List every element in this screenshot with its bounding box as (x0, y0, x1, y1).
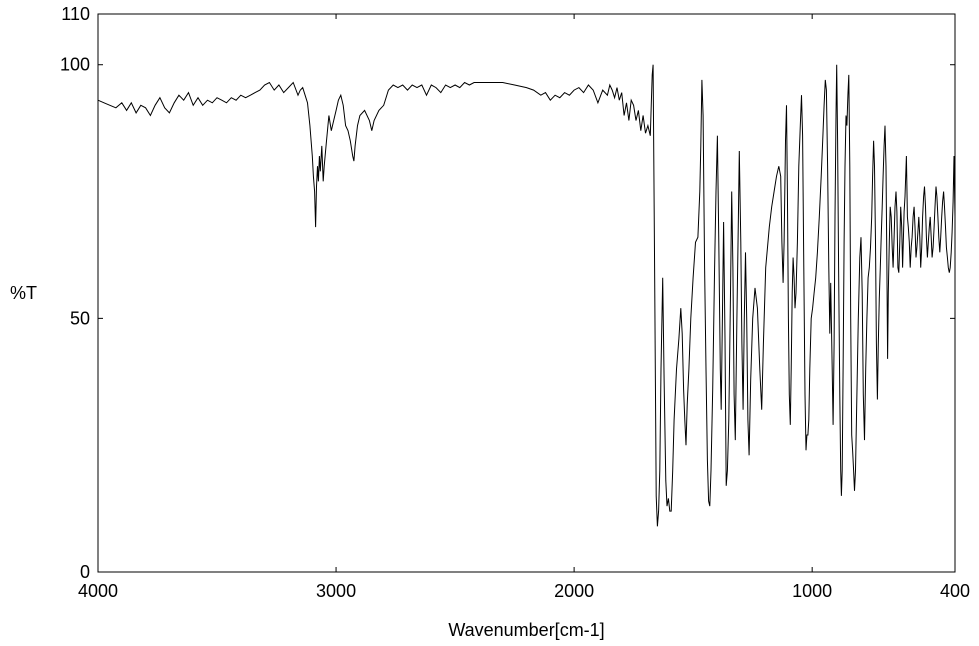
y-axis-label: %T (10, 283, 37, 303)
x-tick-label: 1000 (792, 581, 832, 601)
x-tick-label: 400 (940, 581, 970, 601)
y-tick-label: 100 (60, 55, 90, 75)
x-tick-label: 3000 (316, 581, 356, 601)
y-tick-label: 110 (61, 4, 90, 24)
y-tick-label: 0 (80, 562, 90, 582)
y-tick-label: 50 (70, 308, 90, 328)
x-tick-label: 4000 (78, 581, 118, 601)
x-axis-label: Wavenumber[cm-1] (448, 620, 604, 640)
x-tick-label: 2000 (554, 581, 594, 601)
spectrum-line (97, 64, 956, 527)
plot-frame (97, 13, 956, 573)
